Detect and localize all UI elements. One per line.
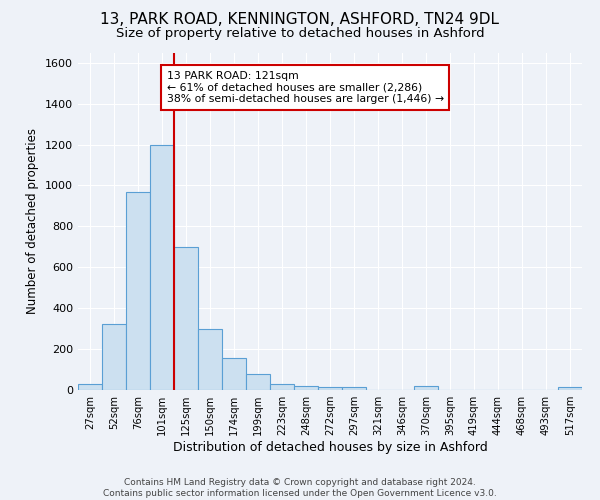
Y-axis label: Number of detached properties: Number of detached properties bbox=[26, 128, 40, 314]
Bar bbox=[78, 384, 102, 390]
Bar bbox=[318, 387, 342, 390]
Bar bbox=[174, 247, 198, 390]
Bar bbox=[246, 374, 270, 390]
Bar bbox=[342, 387, 366, 390]
Bar bbox=[270, 384, 294, 390]
Bar bbox=[222, 358, 246, 390]
Bar bbox=[126, 192, 150, 390]
Text: 13 PARK ROAD: 121sqm
← 61% of detached houses are smaller (2,286)
38% of semi-de: 13 PARK ROAD: 121sqm ← 61% of detached h… bbox=[167, 71, 444, 104]
Bar bbox=[414, 386, 438, 390]
X-axis label: Distribution of detached houses by size in Ashford: Distribution of detached houses by size … bbox=[173, 441, 487, 454]
Text: 13, PARK ROAD, KENNINGTON, ASHFORD, TN24 9DL: 13, PARK ROAD, KENNINGTON, ASHFORD, TN24… bbox=[101, 12, 499, 28]
Text: Contains HM Land Registry data © Crown copyright and database right 2024.
Contai: Contains HM Land Registry data © Crown c… bbox=[103, 478, 497, 498]
Bar bbox=[558, 387, 582, 390]
Bar bbox=[150, 144, 174, 390]
Bar bbox=[198, 328, 222, 390]
Text: Size of property relative to detached houses in Ashford: Size of property relative to detached ho… bbox=[116, 28, 484, 40]
Bar bbox=[294, 386, 318, 390]
Bar bbox=[102, 324, 126, 390]
